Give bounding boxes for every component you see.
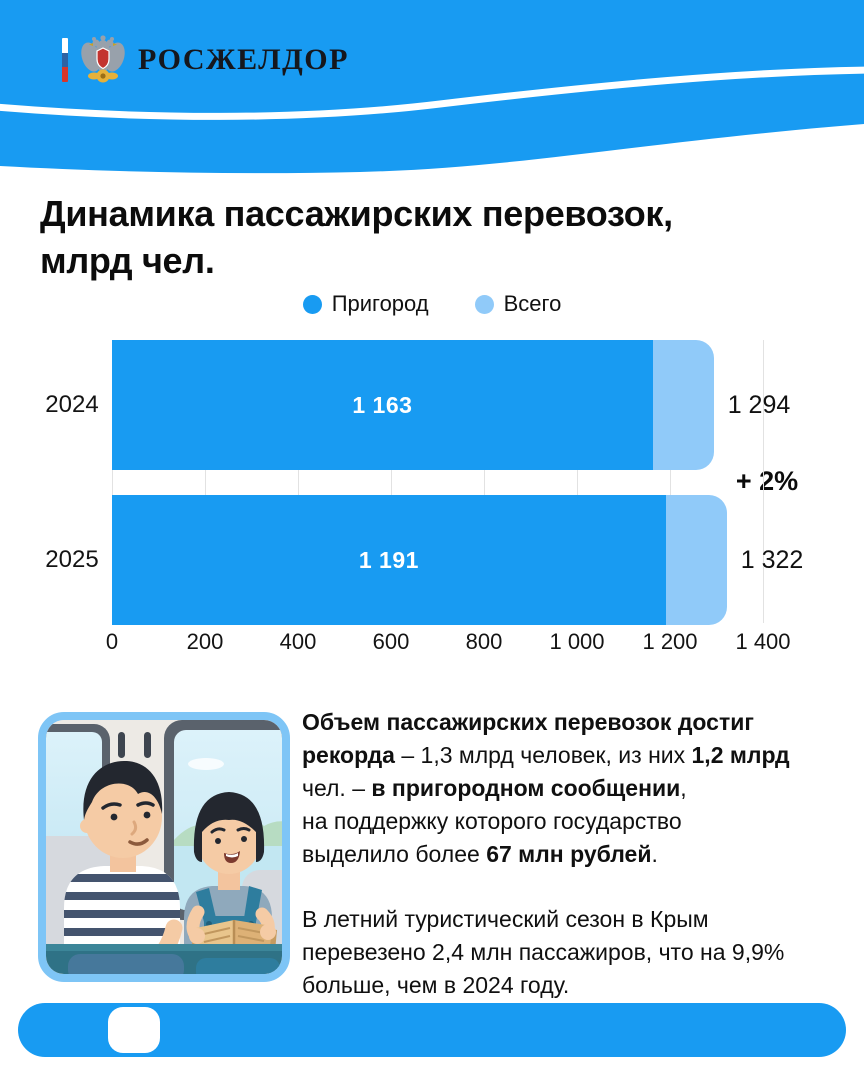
agency-name: РОСЖЕЛДОР — [138, 43, 349, 76]
growth-annotation: + 2% — [735, 466, 799, 496]
info-text-span: больше, чем в 2024 году. — [302, 972, 570, 998]
info-text: Объем пассажирских перевозок достиг рекор… — [302, 706, 858, 1002]
info-text-span: чел. – — [302, 775, 372, 801]
chart-legend: Пригород Всего — [0, 291, 864, 317]
x-tick-label: 0 — [105, 629, 119, 654]
agency-logo: РОСЖЕЛДОР — [62, 34, 349, 86]
chart-gridline — [577, 340, 578, 623]
info-text-span: перевезено 2,4 млн пассажиров, что на 9,… — [302, 939, 785, 965]
russian-flag-stripe-icon — [62, 38, 68, 82]
total-label-2024: 1 294 — [727, 390, 791, 419]
progress-track — [18, 1003, 846, 1057]
info-text-span: . — [651, 841, 658, 867]
x-tick-label: 400 — [279, 629, 317, 654]
info-text-bold: в пригородном сообщении — [371, 775, 681, 801]
chart-gridline — [298, 340, 299, 623]
chart-gridline — [484, 340, 485, 623]
category-label-2025: 2025 — [45, 546, 99, 573]
bar-2024-vsego — [652, 340, 714, 470]
bar-chart: + 2% 2024 1 163 1 294 2025 1 191 1 322 0 200 400… — [0, 340, 864, 665]
info-text-span: В летний туристический сезон в Крым — [302, 906, 709, 932]
x-tick-label: 600 — [372, 629, 410, 654]
legend-label-prigorod: Пригород — [331, 291, 429, 316]
info-text-span: на поддержку которого государство — [302, 808, 682, 834]
page-title-line2: млрд чел. — [40, 240, 215, 281]
legend-dot-prigorod-icon — [302, 294, 322, 314]
info-text-bold: 67 млн рублей — [486, 841, 652, 867]
x-tick-label: 200 — [186, 629, 224, 654]
legend-dot-vsego-icon — [474, 294, 494, 314]
info-text-bold: Объем пассажирских перевозок достиг — [302, 709, 754, 735]
info-paragraph-2: В летний туристический сезон в Крым перев… — [302, 903, 858, 1002]
info-text-bold: 1,2 млрд — [691, 742, 790, 768]
info-text-span: , — [680, 775, 687, 801]
legend-item-prigorod: Пригород — [302, 291, 429, 317]
train-passengers-illustration — [38, 712, 290, 982]
bar-2025-vsego — [665, 495, 727, 625]
page-title: Динамика пассажирских перевозок, млрд че… — [40, 190, 673, 284]
total-label-2025: 1 322 — [740, 545, 804, 574]
chart-gridline — [391, 340, 392, 623]
x-tick-label: 800 — [465, 629, 503, 654]
x-tick-label: 1 400 — [735, 629, 791, 654]
progress-knob[interactable] — [108, 1007, 160, 1053]
bar-value-label: 1 191 — [358, 546, 419, 573]
bar-2024-prigorod: 1 163 — [112, 340, 653, 470]
chart-gridline — [763, 340, 764, 623]
legend-item-vsego: Всего — [474, 291, 562, 317]
category-label-2024: 2024 — [45, 391, 99, 418]
info-paragraph-1: Объем пассажирских перевозок достиг рекор… — [302, 706, 858, 871]
father-and-daughter-reading-on-train-icon — [46, 720, 282, 974]
x-tick-label: 1 000 — [549, 629, 605, 654]
rosheldor-double-eagle-emblem-icon — [81, 35, 125, 83]
legend-label-vsego: Всего — [503, 291, 562, 316]
info-text-span: выделило более — [302, 841, 487, 867]
chart-gridline — [670, 340, 671, 623]
header-wave — [0, 0, 864, 174]
x-tick-label: 1 200 — [642, 629, 698, 654]
info-text-bold: рекорда — [302, 742, 395, 768]
info-text-span: – 1,3 млрд человек, из них — [394, 742, 692, 768]
bar-value-label: 1 163 — [352, 391, 413, 418]
chart-gridline — [112, 340, 113, 623]
bar-2025-prigorod: 1 191 — [112, 495, 666, 625]
chart-gridline — [205, 340, 206, 623]
page-title-line1: Динамика пассажирских перевозок, — [40, 193, 673, 234]
